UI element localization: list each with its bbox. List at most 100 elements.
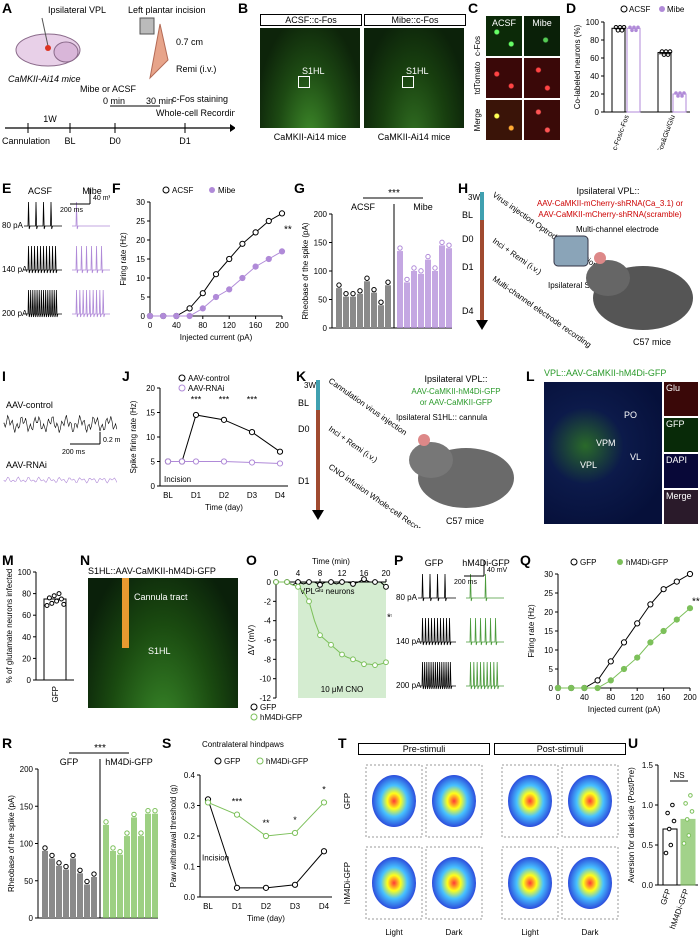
- s-ytick-label: 0.1: [184, 863, 196, 872]
- chartF-point-mibe: [265, 255, 272, 263]
- chartF-ytick-label: 10: [136, 274, 145, 283]
- chartR-point-hm4di: [117, 848, 123, 855]
- u-bar: [662, 828, 678, 886]
- panel-label-e: E: [2, 180, 12, 196]
- chartF-point-acsf: [265, 217, 272, 225]
- o-point-hm4di: [328, 641, 334, 648]
- panel-b: B ACSF::c-Fos Mibe::c-Fos S1HL S1HL CaMK…: [236, 0, 468, 150]
- chartQ-point-gfp: [660, 586, 667, 593]
- traceP-trace-b: [466, 661, 504, 690]
- u-point: [663, 850, 669, 856]
- panel-j: J 0 5 10 15 20 Spike firing rate (Hz) BL D1 D2 D3…: [122, 368, 294, 518]
- s-sig: **: [262, 818, 270, 828]
- m-point: [56, 591, 62, 597]
- m-xlabel: GFP: [51, 686, 60, 702]
- chartQ-legend-b-marker: [617, 559, 623, 565]
- m-ytick-label: 60: [22, 611, 31, 620]
- b-left-region: S1HL: [302, 66, 325, 76]
- k-construct-2: or AAV-CaMKII-GFP: [420, 398, 492, 407]
- o-point-hm4di: [339, 651, 345, 658]
- chartG-bar-acsf: [385, 285, 391, 328]
- chartF-point-acsf: [212, 271, 220, 278]
- panel-label-g: G: [294, 180, 305, 196]
- t-row-label: hM4Di-GFP: [343, 862, 352, 904]
- chartF-point-mibe: [278, 248, 286, 255]
- chartQ-ylabel: Firing rate (Hz): [527, 604, 536, 658]
- traceP-row-label: 200 pA: [396, 681, 422, 690]
- k-title: Ipsilateral VPL::: [424, 374, 487, 384]
- chartF-sig: ***: [284, 224, 292, 235]
- u-xlabel: GFP: [659, 888, 673, 907]
- chartF-xlabel: Injected current (pA): [180, 333, 253, 342]
- panel-g: G 0 50 100 150 200 Rheobase of the spike (pA)…: [294, 180, 456, 350]
- panel-a: A Ipsilateral VPL CaMKII-Ai14 mice Left …: [0, 0, 242, 150]
- chartG-point-acsf: [350, 290, 356, 297]
- d-ytick-label: 80: [590, 36, 599, 45]
- chartF-point-acsf: [252, 229, 259, 236]
- chartR-bar-gfp: [84, 884, 90, 918]
- c-row-merge: Merge: [473, 108, 482, 131]
- j-point-rnai: [192, 458, 200, 465]
- d-point-mibe: [628, 25, 632, 30]
- d-ytick-label: 20: [590, 90, 599, 99]
- i-trace-rnai: [3, 476, 118, 484]
- h-s1hl: Ipsilateral S1HL: [548, 281, 605, 290]
- chartR-point-gfp: [77, 867, 83, 874]
- chart-f: 0 5 10 15 20 25 30 Firing rate (Hz) 0 40 80 120 160 2…: [119, 186, 296, 342]
- o-sig: ***: [387, 613, 392, 624]
- chartQ-point-gfp: [620, 639, 628, 646]
- traceP-sby: 40 mV: [487, 567, 508, 574]
- c-col-acsf: ACSF: [491, 18, 516, 28]
- chartF-point-mibe: [252, 263, 259, 270]
- t-heatmap: [372, 775, 416, 827]
- i-label-rnai: AAV-RNAi: [6, 460, 47, 470]
- chartF-point-acsf: [186, 305, 193, 312]
- timeline-d1: D1: [179, 136, 191, 146]
- s-point-gfp: [233, 884, 241, 891]
- traceP-row-label: 80 pA: [396, 593, 418, 602]
- traceE-col-b: Mibe: [82, 186, 102, 196]
- chartG-ytick-label: 150: [314, 239, 328, 248]
- i-sbx: 200 ms: [62, 449, 85, 456]
- d-ytick-label: 0: [595, 108, 600, 117]
- b-right-roi: [402, 76, 414, 88]
- chartG-bar-mibe: [425, 259, 431, 328]
- b-left-image: S1HL: [260, 28, 360, 128]
- d-point-mibe: [636, 25, 640, 30]
- chartR-bar-hm4di: [110, 850, 116, 918]
- paw-icon: [149, 23, 169, 80]
- o-point-gfp: [383, 583, 389, 590]
- k-tl-bl: BL: [298, 398, 309, 408]
- chartR-sig: ***: [94, 743, 106, 754]
- chartG-bar-mibe: [411, 271, 417, 328]
- chartG-bar-mibe: [397, 251, 403, 328]
- u-point: [688, 793, 693, 798]
- s-sig: *: [322, 784, 326, 794]
- k-week: 3W: [304, 381, 316, 390]
- panel-i: I AAV-control AAV-RNAi 200 ms 0.2 mV: [0, 368, 126, 498]
- chartG-ytick-label: 50: [318, 296, 327, 305]
- panel-n: N S1HL::AAV-CaMKII-hM4Di-GFP Cannula tra…: [80, 552, 244, 722]
- chartQ-ytick-label: 0: [549, 684, 554, 693]
- j-sig: ***: [247, 395, 258, 405]
- chartG-bar-mibe: [418, 273, 424, 328]
- timeline-cannulation: Cannulation: [2, 136, 50, 146]
- traceE-trace-a: [24, 289, 62, 318]
- traceE-sbx: 200 ms: [60, 207, 83, 214]
- j-point-rnai: [220, 458, 228, 465]
- timeline-d0: D0: [109, 136, 121, 146]
- chartQ-point-hm4di: [686, 605, 694, 612]
- chartF-xtick-label: 200: [275, 321, 289, 330]
- c-merge-acsf: [486, 100, 522, 140]
- o-xtick-label: 0: [274, 569, 279, 578]
- b-right-title: Mibe::c-Fos: [364, 14, 466, 26]
- chartG-point-acsf: [385, 279, 391, 285]
- panel-m: M 0 20 40 60 80 100 % of glutamate neurons inf…: [0, 552, 80, 722]
- chartQ-legend-a: GFP: [580, 558, 596, 567]
- m-ytick-label: 40: [22, 633, 31, 642]
- chartR-group-a: GFP: [60, 757, 79, 767]
- chartG-ytick-label: 200: [314, 210, 328, 219]
- chartR-point-gfp: [42, 845, 48, 851]
- chartR-point-hm4di: [110, 845, 116, 851]
- chartR-bar-hm4di: [131, 817, 137, 918]
